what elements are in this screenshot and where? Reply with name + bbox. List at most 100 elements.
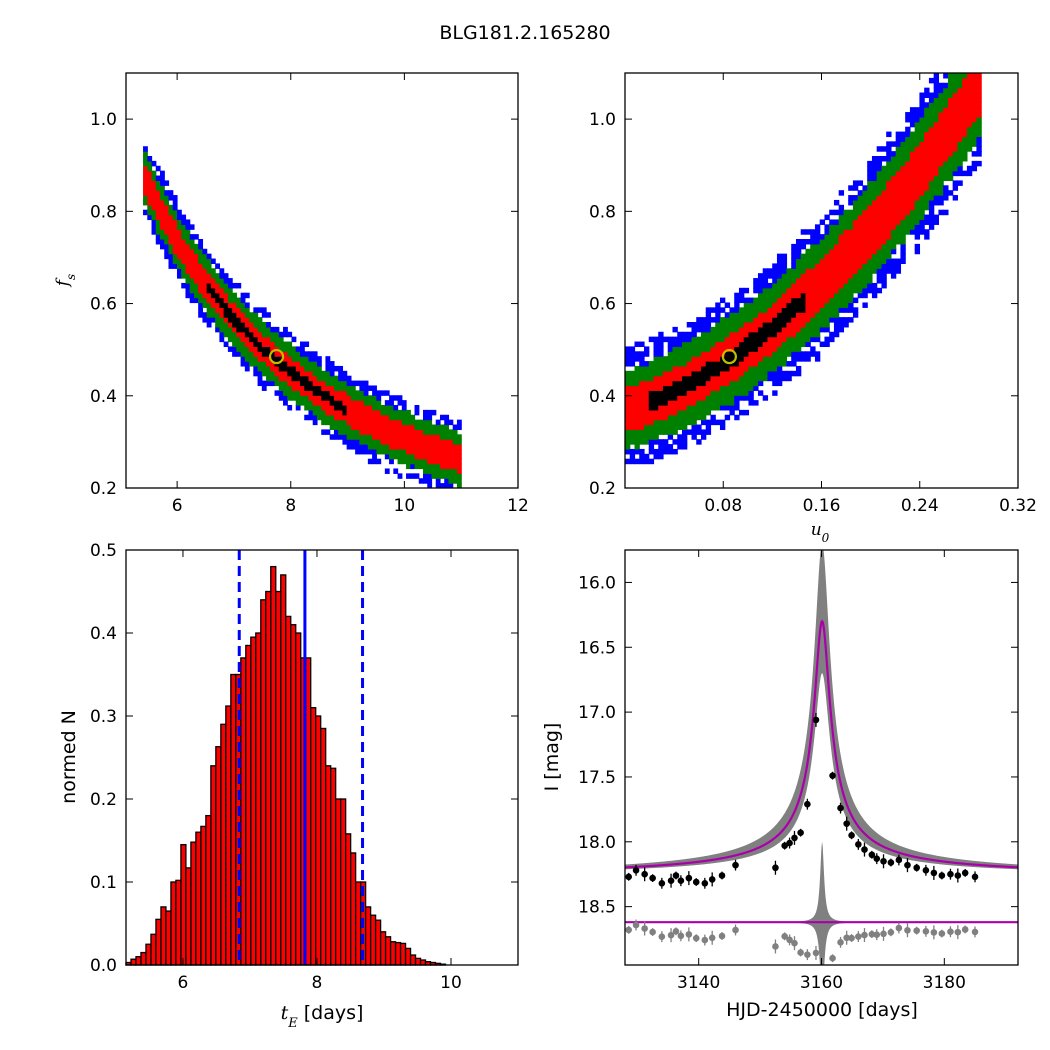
heatmap-cell <box>643 375 650 382</box>
heatmap-cell <box>384 409 390 416</box>
heatmap-cell <box>938 146 944 152</box>
heatmap-cell <box>757 326 764 333</box>
heatmap-cell <box>738 292 745 299</box>
heatmap-cell <box>895 160 902 167</box>
heatmap-cell <box>185 229 191 235</box>
heatmap-cell <box>772 268 778 274</box>
heatmap-cell <box>380 409 386 416</box>
heatmap-cell <box>862 278 868 284</box>
heatmap-cell <box>824 312 830 318</box>
heatmap-cell <box>710 341 716 348</box>
heatmap-cell <box>905 131 911 138</box>
heatmap-cell <box>274 326 280 333</box>
heatmap-cell <box>227 292 233 299</box>
heatmap-cell <box>681 370 688 377</box>
heatmap-cell <box>767 370 773 377</box>
heatmap-cell <box>329 405 335 411</box>
heatmap-cell <box>198 297 204 304</box>
heatmap-cell <box>151 170 157 177</box>
heatmap-cell <box>857 239 864 245</box>
heatmap-cell <box>291 356 297 362</box>
heatmap-cell <box>672 361 678 367</box>
heatmap-cell <box>705 356 712 362</box>
heatmap-cell <box>283 326 288 333</box>
heatmap-cell <box>198 239 204 245</box>
heatmap-cell <box>172 243 178 250</box>
heatmap-cell <box>304 385 310 391</box>
heatmap-cell <box>791 336 797 343</box>
heatmap-cell <box>653 434 659 440</box>
residual-point <box>829 954 836 962</box>
heatmap-cell <box>316 375 322 382</box>
heatmap-cell <box>164 253 170 260</box>
heatmap-cell <box>625 458 631 465</box>
heatmap-cell <box>781 331 788 338</box>
heatmap-cell <box>393 414 399 421</box>
heatmap-cell <box>172 253 178 260</box>
heatmap-cell <box>914 214 921 221</box>
heatmap-cell <box>372 400 377 406</box>
heatmap-cell <box>871 160 878 167</box>
heatmap-cells <box>143 146 462 488</box>
heatmap-cell <box>971 116 978 123</box>
heatmap-cell <box>729 370 735 377</box>
heatmap-cell <box>648 448 655 455</box>
heatmap-cell <box>308 409 314 416</box>
heatmap-cell <box>329 380 335 387</box>
heatmap-cell <box>786 341 792 348</box>
heatmap-cell <box>833 229 840 235</box>
heatmap-cell <box>287 380 293 387</box>
heatmap-cell <box>776 268 783 274</box>
heatmap-cell <box>261 361 267 367</box>
heatmap-cell <box>648 444 655 450</box>
heatmap-cell <box>667 361 674 367</box>
heatmap-cell <box>914 219 921 225</box>
heatmap-cell <box>342 375 348 382</box>
heatmap-cell <box>867 175 873 182</box>
heatmap-cell <box>905 146 911 152</box>
heatmap-cell <box>914 175 921 182</box>
heatmap-cell <box>227 346 233 352</box>
heatmap-cell <box>160 170 165 177</box>
heatmap-cell <box>938 141 944 147</box>
heatmap-cell <box>198 253 204 260</box>
heatmap-cell <box>848 199 854 206</box>
heatmap-cell <box>333 409 339 416</box>
heatmap-cell <box>414 434 420 440</box>
heatmap-cell <box>767 302 773 308</box>
heatmap-cell <box>776 287 783 294</box>
heatmap-cell <box>876 224 883 230</box>
heatmap-cell <box>947 126 954 133</box>
heatmap-cell <box>244 317 250 323</box>
heatmap-cell <box>355 409 360 416</box>
heatmap-cell <box>748 375 754 382</box>
residual-point <box>843 934 850 942</box>
data-point <box>692 878 700 886</box>
heatmap-cell <box>155 204 161 211</box>
heatmap-cell <box>401 419 407 426</box>
heatmap-cell <box>895 156 902 162</box>
heatmap-cell <box>193 253 199 260</box>
heatmap-cell <box>762 273 769 279</box>
heatmap-cell <box>862 243 868 250</box>
heatmap-cell <box>805 341 811 348</box>
heatmap-cell <box>729 346 735 352</box>
x-tick-label: 10 <box>440 973 462 993</box>
heatmap-cell <box>829 307 835 313</box>
y-tick-label: 0.4 <box>90 387 117 407</box>
heatmap-cell <box>976 82 982 89</box>
heatmap-cell <box>933 195 940 201</box>
heatmap-cell <box>838 219 845 225</box>
heatmap-cell <box>155 224 161 230</box>
heatmap-cell <box>705 346 712 352</box>
heatmap-cell <box>819 234 826 240</box>
heatmap-cell <box>342 414 348 421</box>
heatmap-cell <box>662 444 669 450</box>
heatmap-cell <box>976 131 982 138</box>
heatmap-cell <box>971 160 978 167</box>
heatmap-cell <box>924 131 930 138</box>
y-tick-label: 0.8 <box>589 202 616 222</box>
heatmap-cell <box>321 429 327 435</box>
heatmap-cell <box>867 185 873 191</box>
heatmap-cell <box>748 336 754 343</box>
